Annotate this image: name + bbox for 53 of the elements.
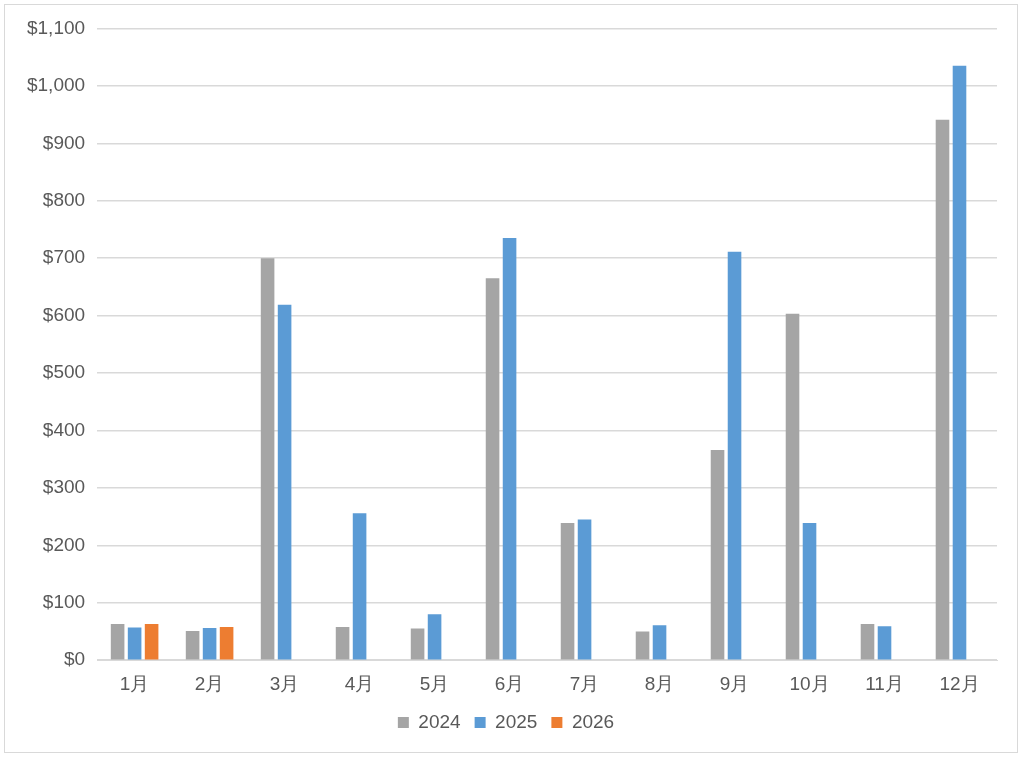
bar xyxy=(802,522,817,660)
bar xyxy=(127,627,142,660)
bar xyxy=(277,304,292,660)
bar xyxy=(110,624,125,660)
legend-label: 2024 xyxy=(418,710,462,732)
legend-label: 2026 xyxy=(571,710,615,732)
y-tick-label: $0 xyxy=(63,648,86,670)
y-tick-label: $400 xyxy=(42,418,86,440)
bar xyxy=(785,313,800,660)
bar xyxy=(860,624,875,660)
x-tick-label: 10月 xyxy=(789,672,830,694)
bar xyxy=(335,626,350,660)
y-tick-label: $200 xyxy=(42,533,86,555)
y-tick-label: $100 xyxy=(42,591,86,612)
bar xyxy=(202,628,217,660)
bar xyxy=(219,626,234,660)
x-tick-label: 11月 xyxy=(865,672,904,694)
x-tick-label: 2月 xyxy=(194,672,225,694)
bar xyxy=(652,625,667,660)
x-tick-label: 1月 xyxy=(119,672,150,694)
bar xyxy=(935,119,950,660)
x-tick-label: 7月 xyxy=(569,672,600,694)
bar xyxy=(260,258,275,660)
bar xyxy=(144,624,159,660)
y-tick-label: $900 xyxy=(42,131,86,153)
x-tick-label: 6月 xyxy=(494,672,525,694)
x-tick-label: 9月 xyxy=(719,672,750,694)
bar xyxy=(560,522,575,660)
x-tick-label: 3月 xyxy=(269,672,300,694)
bar xyxy=(185,630,200,660)
y-tick-label: $1,000 xyxy=(26,74,86,96)
y-tick-label: $600 xyxy=(42,303,86,325)
bar xyxy=(352,513,367,660)
y-tick-label: $1,100 xyxy=(26,16,86,38)
x-tick-label: 8月 xyxy=(644,672,675,694)
legend-label: 2025 xyxy=(495,710,538,732)
bar xyxy=(427,614,442,660)
bar xyxy=(710,449,725,660)
y-tick-label: $700 xyxy=(42,246,86,268)
y-tick-label: $500 xyxy=(42,361,86,383)
bar xyxy=(410,628,425,660)
bar xyxy=(727,251,742,660)
bar xyxy=(877,626,892,660)
bar xyxy=(952,65,967,660)
bar xyxy=(502,238,517,660)
y-tick-label: $800 xyxy=(42,188,86,210)
bar xyxy=(635,631,650,660)
x-tick-label: 5月 xyxy=(419,672,450,694)
x-tick-label: 4月 xyxy=(344,672,375,694)
y-tick-label: $300 xyxy=(42,476,86,498)
bar xyxy=(577,519,592,660)
x-tick-label: 12月 xyxy=(939,672,980,694)
bar xyxy=(485,278,500,660)
